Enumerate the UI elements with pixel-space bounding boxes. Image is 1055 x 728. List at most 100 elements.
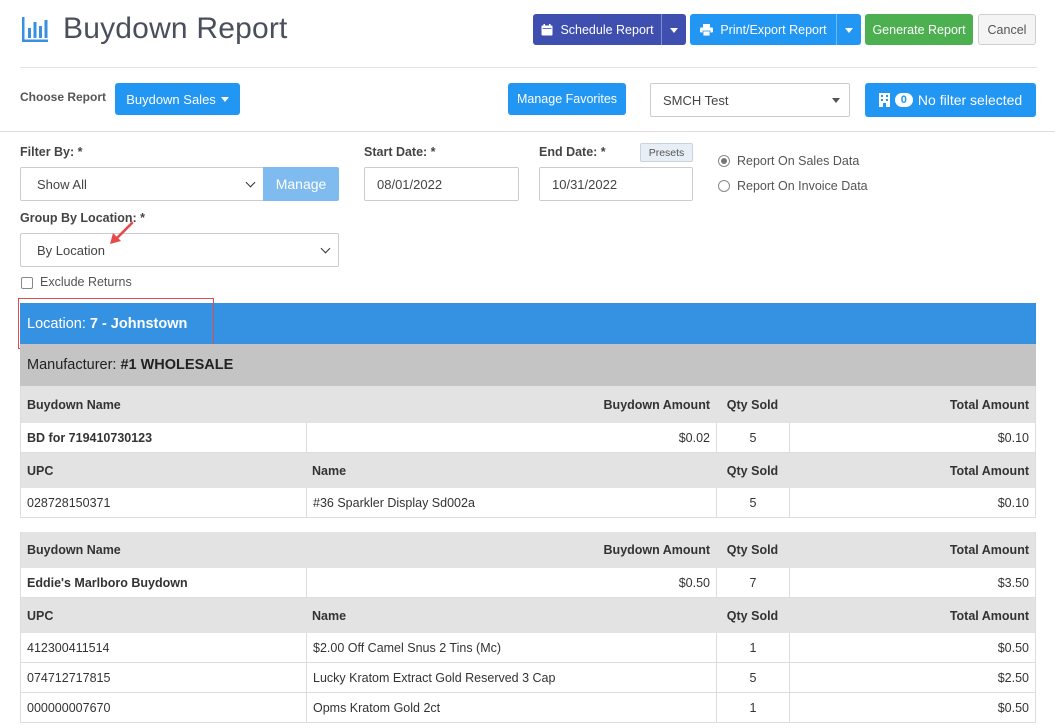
col-buydown-amount: Buydown Amount [603,397,710,412]
item-total: $2.50 [789,663,1035,692]
table-row: 412300411514 $2.00 Off Camel Snus 2 Tins… [20,633,1036,663]
item-name: Opms Kratom Gold 2ct [306,693,716,722]
buydown-header-row: Buydown Name Buydown Amount Qty Sold Tot… [20,386,1036,423]
annotation-arrow-icon [110,221,134,244]
item-qty: 5 [716,663,789,692]
end-date-value: 10/31/2022 [552,176,618,192]
item-upc: 074712717815 [27,670,111,685]
filter-by-select[interactable]: Show All [20,167,264,201]
radio-sales-label: Report On Sales Data [737,154,860,168]
print-export-label: Print/Export Report [720,22,827,37]
start-date-input[interactable]: 08/01/2022 [364,167,519,201]
split-separator [836,14,837,45]
start-date-value: 08/01/2022 [377,176,443,192]
table-row: 000000007670 Opms Kratom Gold 2ct 1 $0.5… [20,693,1036,723]
col-upc: UPC [27,608,54,623]
report-header-panel: Buydown Report Schedule Report Print/Exp… [0,0,1055,132]
buydown-name: BD for 719410730123 [27,430,153,445]
store-select-value: SMCH Test [663,92,729,108]
caret-down-icon [832,98,840,103]
annotation-highlight-box [18,298,214,349]
presets-button[interactable]: Presets [640,143,693,162]
buydown-header-row: Buydown Name Buydown Amount Qty Sold Tot… [20,532,1036,568]
table-row: 028728150371 #36 Sparkler Display Sd002a… [20,488,1036,518]
building-icon [878,93,890,107]
col-total-amount: Total Amount [949,543,1029,557]
chevron-down-icon[interactable] [845,28,853,33]
buydown-total: $3.50 [789,568,1035,597]
schedule-report-button[interactable]: Schedule Report [533,14,686,45]
chevron-down-icon [220,96,229,102]
chevron-down-icon [320,243,331,254]
item-header-row: UPC Name Qty Sold Total Amount [20,453,1036,488]
col-name: Name [312,463,347,478]
filter-by-value: Show All [37,176,87,192]
header-divider [20,67,1037,68]
split-separator [661,14,662,45]
print-export-button[interactable]: Print/Export Report [690,14,861,45]
item-total: $0.50 [789,693,1035,722]
col-total-amount: Total Amount [949,397,1029,412]
manage-filter-button[interactable]: Manage [263,167,339,201]
buydown-row: BD for 719410730123 $0.02 5 $0.10 [20,423,1036,453]
buydown-qty: 5 [716,423,789,452]
item-upc: 412300411514 [27,640,110,655]
exclude-returns-label: Exclude Returns [40,275,132,289]
col-qty-sold: Qty Sold [726,543,779,557]
printer-icon [700,23,714,36]
buydown-name: Eddie's Marlboro Buydown [27,575,188,590]
manufacturer-prefix: Manufacturer: [27,357,117,373]
exclude-returns-checkbox[interactable] [21,277,33,289]
col-buydown-name: Buydown Name [27,543,121,557]
buydown-total: $0.10 [789,423,1035,452]
chevron-down-icon [245,177,256,188]
radio-sales-data[interactable]: Report On Sales Data [718,154,859,168]
title-wrap: Buydown Report [20,12,288,46]
location-filter-button[interactable]: 0 No filter selected [865,83,1036,117]
col-qty-sold: Qty Sold [726,397,779,412]
report-type-button[interactable]: Buydown Sales [115,83,240,115]
page-title: Buydown Report [63,12,288,45]
table-row: 074712717815 Lucky Kratom Extract Gold R… [20,663,1036,693]
radio-button[interactable] [718,180,730,192]
filter-count-badge: 0 [894,93,913,107]
group-by-label: Group By Location: * [20,211,145,225]
group-by-value: By Location [37,242,105,258]
item-total: $0.10 [789,488,1035,517]
chevron-down-icon[interactable] [670,28,678,33]
item-upc: 000000007670 [27,700,111,715]
buydown-row: Eddie's Marlboro Buydown $0.50 7 $3.50 [20,568,1036,598]
buydown-amount: $0.02 [306,423,716,452]
col-total-amount: Total Amount [949,463,1029,478]
radio-button-selected[interactable] [718,155,730,167]
col-qty-sold: Qty Sold [726,463,779,478]
end-date-input[interactable]: 10/31/2022 [539,167,693,201]
store-select[interactable]: SMCH Test [650,83,850,117]
bar-chart-icon [22,17,48,42]
report-type-label: Buydown Sales [126,91,216,107]
col-name: Name [312,608,347,623]
radio-invoice-data[interactable]: Report On Invoice Data [718,179,868,193]
item-upc: 028728150371 [27,495,111,510]
item-name: $2.00 Off Camel Snus 2 Tins (Mc) [306,633,716,662]
col-buydown-amount: Buydown Amount [603,543,710,557]
group-by-select[interactable]: By Location [20,233,339,267]
cancel-button[interactable]: Cancel [978,14,1036,45]
filter-by-label: Filter By: * [20,145,83,159]
item-header-row: UPC Name Qty Sold Total Amount [20,598,1036,633]
buydown-amount: $0.50 [306,568,716,597]
item-qty: 5 [716,488,789,517]
item-name: #36 Sparkler Display Sd002a [306,488,716,517]
manufacturer-name: #1 WHOLESALE [120,357,234,373]
location-name: 7 - Johnstown [89,315,188,332]
manage-favorites-button[interactable]: Manage Favorites [508,83,626,115]
end-date-label: End Date: * [539,145,606,159]
location-prefix: Location: [27,315,86,332]
item-total: $0.50 [789,633,1035,662]
location-group-header: Location: 7 - Johnstown [20,303,1036,344]
generate-report-button[interactable]: Generate Report [865,14,973,45]
start-date-label: Start Date: * [364,145,436,159]
col-qty-sold: Qty Sold [726,608,779,623]
buydown-qty: 7 [716,568,789,597]
radio-invoice-label: Report On Invoice Data [737,179,868,193]
